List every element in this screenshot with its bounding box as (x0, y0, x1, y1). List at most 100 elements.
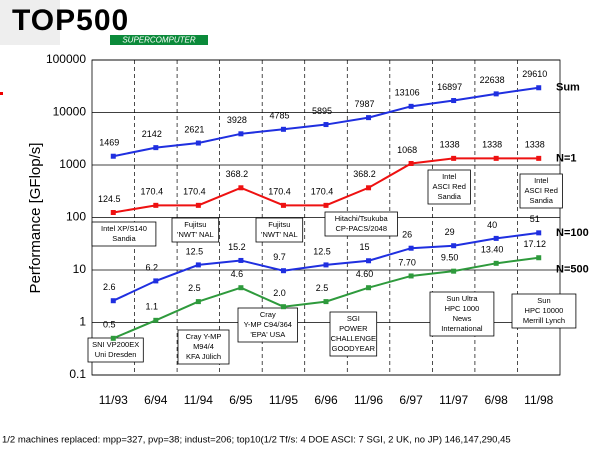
x-tick-label: 11/94 (184, 393, 213, 407)
x-tick-label: 6/95 (229, 393, 253, 407)
data-label: 124.5 (98, 194, 121, 204)
data-label: 1338 (482, 140, 502, 150)
data-label: 9.50 (441, 253, 459, 263)
data-point (153, 317, 159, 323)
annotation-box (91, 221, 157, 247)
footnote: 1/2 machines replaced: mpp=327, pvp=38; … (2, 435, 511, 446)
x-tick-label: 6/96 (314, 393, 338, 407)
data-label: 9.7 (273, 252, 286, 262)
data-label: 22638 (480, 75, 505, 85)
logo-subtitle: SUPERCOMPUTER (122, 36, 196, 45)
annotation-text: CHALLENGE (331, 334, 376, 343)
annotation-box (429, 291, 495, 337)
data-label: 16897 (437, 82, 462, 92)
data-label: 2142 (142, 129, 162, 139)
y-tick-label: 1 (79, 315, 86, 329)
data-label: 2.6 (103, 282, 116, 292)
annotation-text: Intel (534, 176, 549, 185)
data-point (323, 122, 329, 128)
annotation-text: HPC 1000 (445, 304, 480, 313)
annotation-box (177, 329, 230, 365)
data-point (366, 115, 372, 121)
data-point (451, 268, 457, 274)
data-point (280, 268, 286, 274)
data-label: 12.5 (186, 246, 204, 256)
annotation-text: HPC 10000 (525, 306, 564, 315)
logo-title: TOP500 (12, 4, 129, 37)
annotation-text: News (453, 314, 472, 323)
annotation-box (87, 337, 144, 363)
data-point (408, 103, 414, 109)
data-point (493, 260, 499, 266)
annotation-text: Hitachi/Tsukuba (335, 214, 389, 223)
annotation-text: Sun (537, 296, 550, 305)
annotation-text: 'NWT' NAL (177, 230, 214, 239)
data-label: 1068 (397, 145, 417, 155)
x-tick-label: 11/97 (439, 393, 468, 407)
annotation-text: ASCI Red (525, 186, 558, 195)
data-label: 1469 (99, 138, 119, 148)
annotation-text: M94/4 (193, 342, 214, 351)
annotation-text: KFA Jülich (186, 352, 221, 361)
y-tick-label: 100000 (46, 52, 86, 66)
annotation-box (519, 173, 563, 209)
y-axis-label: Performance [GFlop/s] (27, 143, 44, 294)
data-label: 12.5 (313, 246, 331, 256)
data-point (536, 85, 542, 91)
data-label: 15 (360, 242, 370, 252)
data-label: 368.2 (226, 169, 249, 179)
data-point (323, 299, 329, 305)
data-label: 4.6 (231, 269, 244, 279)
data-label: 170.4 (268, 187, 291, 197)
x-tick-label: 11/96 (354, 393, 383, 407)
data-label: 6.2 (146, 262, 159, 272)
data-point (238, 185, 244, 191)
data-point (195, 262, 201, 268)
annotation-text: CP-PACS/2048 (335, 224, 387, 233)
logo-backdrop (0, 0, 60, 45)
data-label: 26 (402, 230, 412, 240)
data-point (366, 185, 372, 191)
data-point (195, 299, 201, 305)
x-tick-label: 11/93 (99, 393, 128, 407)
annotation-text: Uni Dresden (95, 350, 137, 359)
annotation-text: Sun Ultra (446, 294, 478, 303)
data-point (280, 126, 286, 132)
annotation-text: Y-MP C94/364 (244, 320, 292, 329)
data-point (153, 278, 159, 284)
data-point (110, 210, 116, 216)
data-point (536, 230, 542, 236)
annotation-box (427, 169, 471, 205)
data-label: 4785 (269, 111, 289, 121)
data-point (408, 245, 414, 251)
data-point (110, 153, 116, 159)
data-point (280, 304, 286, 310)
data-label: 13106 (395, 88, 420, 98)
annotation-text: Cray (260, 310, 276, 319)
data-point (536, 255, 542, 261)
data-point (110, 335, 116, 341)
data-point (110, 298, 116, 304)
series-name: Sum (556, 82, 580, 94)
data-label: 1338 (440, 140, 460, 150)
data-point (451, 98, 457, 104)
data-point (153, 202, 159, 208)
data-point (238, 257, 244, 263)
bullet (0, 92, 3, 95)
data-label: 170.4 (311, 187, 334, 197)
data-label: 170.4 (141, 187, 164, 197)
annotation-text: Fujitsu (268, 220, 290, 229)
annotation-box (237, 307, 298, 343)
annotation-text: Sandia (438, 192, 462, 201)
data-label: 0.5 (103, 320, 116, 330)
data-label: 368.2 (353, 169, 376, 179)
annotation-text: Sandia (530, 196, 554, 205)
annotation-text: Intel (442, 172, 457, 181)
annotation-box (255, 217, 304, 243)
data-label: 7987 (355, 99, 375, 109)
annotation-text: GOODYEAR (332, 344, 376, 353)
data-point (323, 262, 329, 268)
data-point (408, 273, 414, 279)
x-tick-label: 6/94 (144, 393, 168, 407)
y-tick-label: 1000 (59, 157, 86, 171)
